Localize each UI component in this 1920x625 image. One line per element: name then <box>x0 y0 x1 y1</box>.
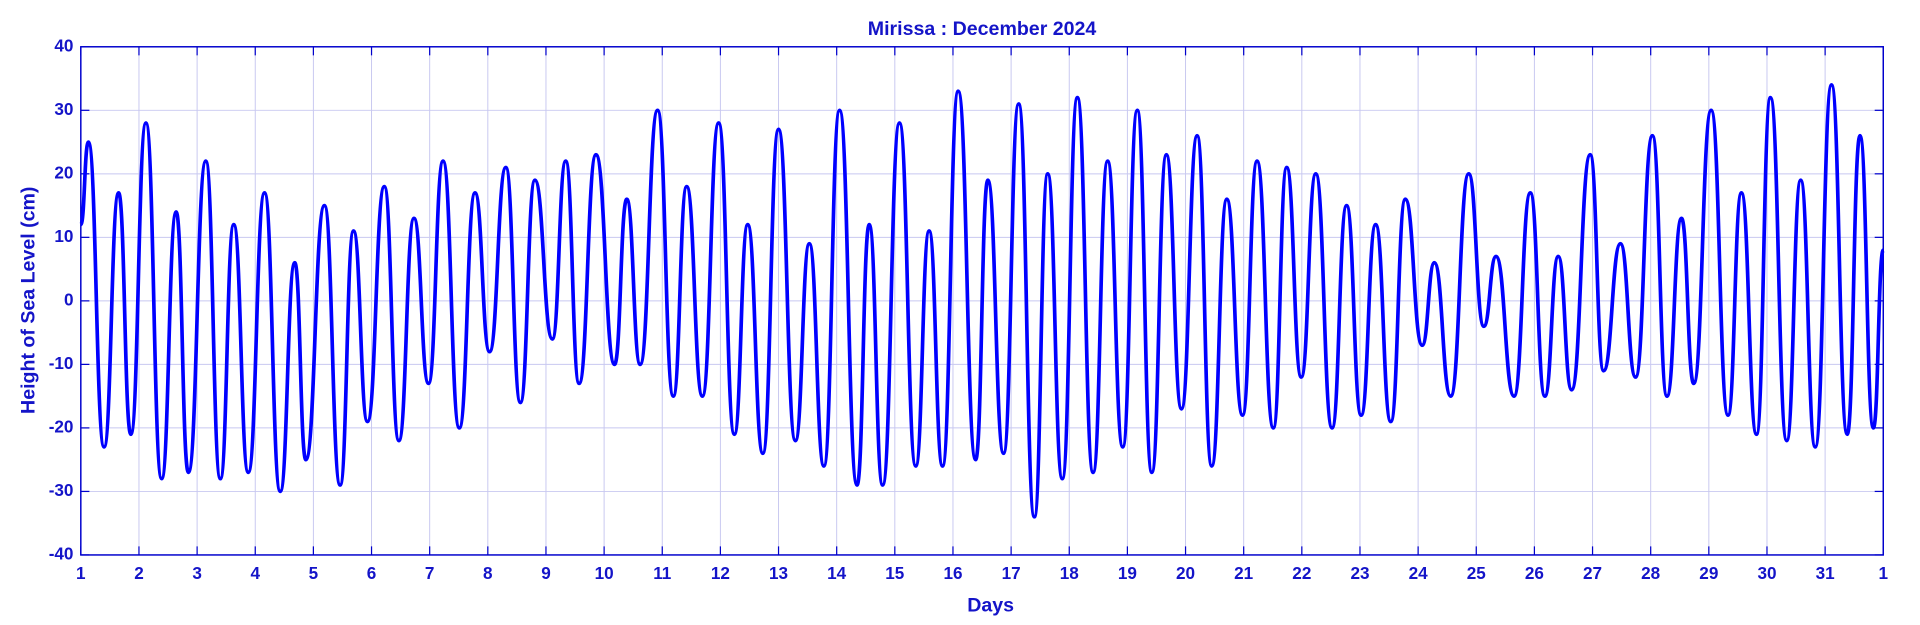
x-tick-label: 7 <box>425 563 435 583</box>
x-tick-label: 30 <box>1757 563 1776 583</box>
x-tick-label: 20 <box>1176 563 1195 583</box>
x-tick-label: 13 <box>769 563 788 583</box>
tide-line <box>78 83 1886 519</box>
chart-title: Mirissa : December 2024 <box>868 18 1097 40</box>
x-tick-label: 21 <box>1234 563 1254 583</box>
y-tick-label: 30 <box>54 99 73 119</box>
x-tick-label: 29 <box>1699 563 1718 583</box>
x-tick-label: 12 <box>711 563 730 583</box>
x-tick-label: 3 <box>192 563 202 583</box>
x-tick-label: 10 <box>595 563 614 583</box>
x-tick-label: 9 <box>541 563 551 583</box>
x-tick-label: 14 <box>827 563 847 583</box>
x-tick-label: 5 <box>309 563 319 583</box>
y-axis-label: Height of Sea Level (cm) <box>18 187 40 414</box>
x-tick-label: 24 <box>1409 563 1429 583</box>
x-tick-label: 17 <box>1002 563 1021 583</box>
x-tick-label: 8 <box>483 563 493 583</box>
x-tick-label: 2 <box>134 563 144 583</box>
x-tick-label: 16 <box>943 563 962 583</box>
x-tick-label: 18 <box>1060 563 1079 583</box>
x-tick-label: 25 <box>1467 563 1487 583</box>
x-tick-label: 4 <box>250 563 260 583</box>
x-tick-label: 6 <box>367 563 377 583</box>
y-tick-label: 20 <box>54 162 73 182</box>
plot-frame <box>80 46 1884 556</box>
x-axis-label: Days <box>967 595 1014 617</box>
x-tick-label: 28 <box>1641 563 1660 583</box>
y-tick-label: -40 <box>49 543 74 563</box>
y-tick-label: 40 <box>54 35 73 55</box>
y-tick-label: -30 <box>49 480 74 500</box>
y-tick-label: 10 <box>54 226 73 246</box>
y-tick-label: 0 <box>64 289 74 309</box>
x-tick-label: 22 <box>1292 563 1311 583</box>
y-tick-label: -10 <box>49 353 74 373</box>
x-tick-label: 1 <box>1878 563 1888 583</box>
y-tick-label: -20 <box>49 416 74 436</box>
x-tick-label: 11 <box>653 563 672 583</box>
x-tick-label: 31 <box>1816 563 1836 583</box>
x-tick-label: 19 <box>1118 563 1137 583</box>
x-tick-label: 26 <box>1525 563 1544 583</box>
x-tick-label: 15 <box>885 563 905 583</box>
x-tick-label: 23 <box>1350 563 1369 583</box>
x-tick-label: 27 <box>1583 563 1602 583</box>
x-tick-label: 1 <box>76 563 86 583</box>
